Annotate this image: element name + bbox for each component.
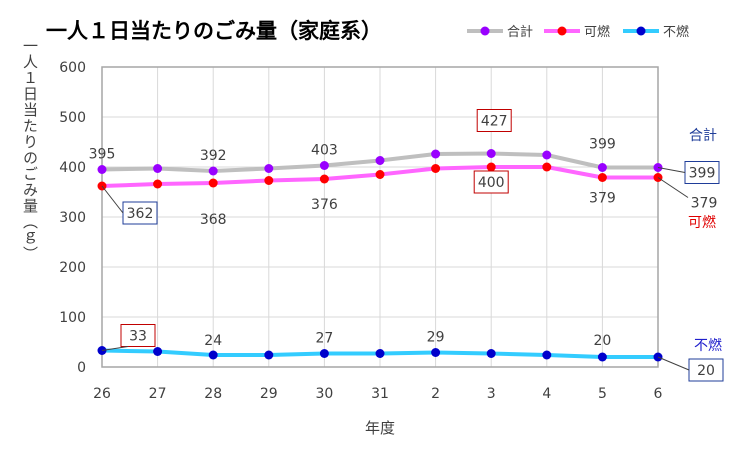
series-end-label: 不燃 bbox=[694, 337, 722, 354]
legend-marker bbox=[636, 26, 646, 36]
data-point bbox=[264, 176, 274, 185]
data-label-leader bbox=[657, 177, 689, 198]
y-tick-label: 100 bbox=[59, 310, 86, 326]
data-label: 403 bbox=[311, 143, 338, 159]
y-tick-label: 300 bbox=[59, 210, 86, 226]
data-label-box bbox=[120, 324, 156, 347]
data-point bbox=[486, 349, 496, 358]
data-label: 362 bbox=[127, 206, 154, 222]
plot-border bbox=[101, 66, 659, 368]
data-label: 379 bbox=[589, 191, 616, 207]
data-label: 379 bbox=[691, 196, 718, 212]
data-point bbox=[264, 164, 274, 173]
data-point bbox=[153, 347, 163, 356]
data-point bbox=[319, 349, 329, 358]
series-end-label: 合計 bbox=[689, 128, 717, 144]
data-point bbox=[208, 166, 218, 176]
data-label: 20 bbox=[697, 363, 715, 379]
data-point bbox=[319, 174, 329, 184]
y-tick-label: 200 bbox=[59, 260, 86, 276]
data-label: 376 bbox=[311, 197, 338, 213]
x-tick-label: 2 bbox=[431, 386, 440, 402]
series-end-label: 可燃 bbox=[688, 214, 716, 231]
data-point bbox=[597, 173, 607, 182]
legend-label: 合計 bbox=[507, 24, 533, 40]
data-point bbox=[542, 350, 552, 360]
data-label-leader bbox=[101, 185, 124, 214]
y-tick-label: 600 bbox=[59, 60, 86, 76]
legend-marker bbox=[557, 26, 567, 36]
x-tick-label: 29 bbox=[260, 386, 278, 402]
data-point bbox=[153, 179, 163, 189]
data-label-box bbox=[473, 170, 509, 194]
x-tick-label: 6 bbox=[654, 386, 663, 402]
data-label: 33 bbox=[129, 329, 147, 345]
data-point bbox=[208, 350, 218, 360]
data-label: 24 bbox=[204, 333, 222, 349]
data-point bbox=[319, 161, 329, 170]
data-label: 427 bbox=[481, 114, 508, 130]
y-tick-label: 500 bbox=[59, 110, 86, 126]
data-label: 399 bbox=[689, 166, 716, 182]
y-axis-label: 一人１日当たりのごみ量（ｇ） bbox=[21, 38, 39, 262]
data-label: 368 bbox=[200, 212, 227, 228]
x-tick-label: 5 bbox=[598, 386, 607, 402]
data-point bbox=[375, 156, 385, 165]
x-tick-label: 27 bbox=[149, 386, 167, 402]
y-tick-label: 400 bbox=[59, 160, 86, 176]
data-point bbox=[597, 163, 607, 172]
data-point bbox=[264, 350, 274, 360]
data-label: 29 bbox=[427, 330, 445, 346]
x-tick-label: 3 bbox=[487, 386, 496, 402]
data-label-leader bbox=[101, 346, 129, 351]
legend-marker bbox=[480, 26, 490, 36]
data-label-box bbox=[476, 109, 512, 132]
data-point bbox=[153, 164, 163, 173]
data-label-leader bbox=[657, 356, 690, 371]
data-label: 399 bbox=[589, 137, 616, 153]
data-label: 20 bbox=[593, 333, 611, 349]
data-label: 392 bbox=[200, 148, 227, 164]
data-point bbox=[542, 162, 552, 172]
legend-label: 可燃 bbox=[584, 24, 610, 40]
data-point bbox=[375, 349, 385, 358]
x-tick-label: 30 bbox=[315, 386, 333, 402]
x-tick-label: 31 bbox=[371, 386, 389, 402]
x-tick-label: 26 bbox=[93, 386, 111, 402]
data-label: 27 bbox=[315, 331, 333, 347]
data-label: 400 bbox=[478, 175, 505, 191]
data-point bbox=[208, 178, 218, 188]
data-point bbox=[375, 170, 385, 179]
x-axis-label: 年度 bbox=[365, 419, 395, 437]
data-point bbox=[486, 162, 496, 172]
data-point bbox=[431, 149, 441, 159]
y-tick-label: 0 bbox=[77, 360, 86, 376]
data-point bbox=[486, 149, 496, 158]
data-point bbox=[431, 164, 441, 173]
data-label-leader bbox=[657, 167, 686, 173]
chart-title: 一人１日当たりのごみ量（家庭系） bbox=[46, 19, 382, 43]
data-point bbox=[542, 150, 552, 160]
x-tick-label: 28 bbox=[204, 386, 222, 402]
data-point bbox=[97, 165, 107, 174]
data-point bbox=[431, 348, 441, 357]
data-label: 395 bbox=[89, 147, 116, 163]
legend-label: 不燃 bbox=[663, 24, 689, 40]
data-point bbox=[597, 352, 607, 362]
x-tick-label: 4 bbox=[542, 386, 551, 402]
